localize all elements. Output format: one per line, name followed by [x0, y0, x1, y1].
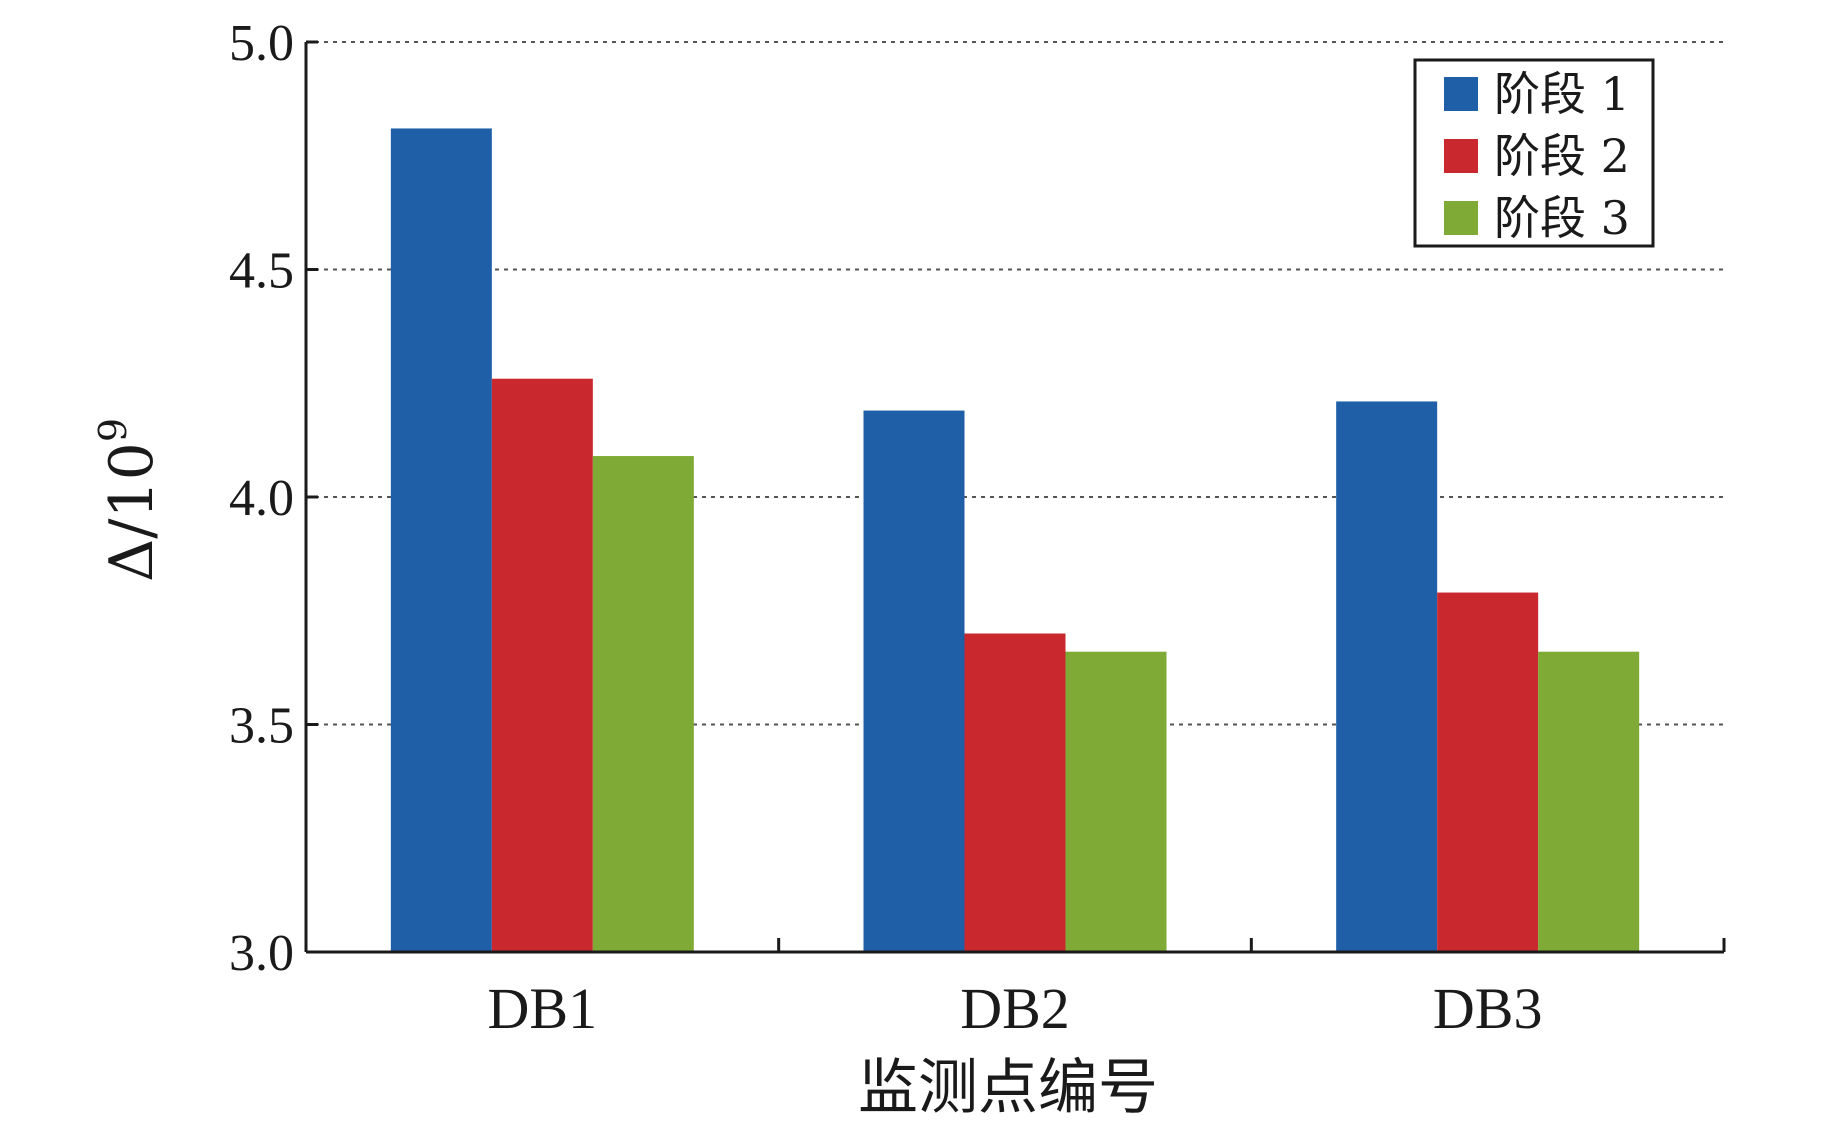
bar-db3-series-3 — [1538, 651, 1640, 952]
bar-db1-series-2 — [491, 378, 593, 952]
y-tick-label: 3.5 — [229, 698, 294, 755]
bar-db2-series-2 — [964, 633, 1066, 952]
y-tick-label: 3.0 — [229, 925, 294, 982]
x-ticks: DB1 DB2 DB3 — [488, 938, 1726, 1041]
svg-text:Δ/109: Δ/109 — [91, 418, 167, 582]
x-tick-label: DB3 — [1433, 976, 1543, 1041]
y-axis-title-exponent: 9 — [91, 418, 135, 442]
bar-db2-series-3 — [1065, 651, 1167, 952]
legend-label-series-1: 阶段 1 — [1494, 67, 1630, 121]
bar-db2-series-1 — [863, 410, 965, 952]
x-tick-label: DB1 — [488, 976, 598, 1041]
y-tick-label: 4.5 — [229, 243, 294, 300]
legend-swatch-series-3 — [1444, 201, 1478, 235]
y-axis-title-main: Δ/10 — [97, 442, 167, 582]
legend-swatch-series-1 — [1444, 77, 1478, 111]
bars — [390, 128, 1640, 952]
legend-label-series-3: 阶段 3 — [1494, 191, 1630, 245]
legend: 阶段 1 阶段 2 阶段 3 — [1413, 58, 1655, 248]
bar-db1-series-1 — [390, 128, 492, 952]
bar-db1-series-3 — [592, 456, 694, 952]
y-axis-title: Δ/109 — [91, 418, 167, 582]
bar-db3-series-1 — [1336, 401, 1438, 952]
bar-db3-series-2 — [1437, 592, 1539, 952]
x-axis-title: 监测点编号 — [858, 1053, 1158, 1123]
legend-swatch-series-2 — [1444, 139, 1478, 173]
y-tick-label: 4.0 — [229, 470, 294, 527]
y-ticks: 3.0 3.5 4.0 4.5 5.0 — [229, 15, 318, 982]
x-tick-label: DB2 — [960, 976, 1070, 1041]
y-tick-label: 5.0 — [229, 15, 294, 72]
legend-label-series-2: 阶段 2 — [1494, 129, 1630, 183]
